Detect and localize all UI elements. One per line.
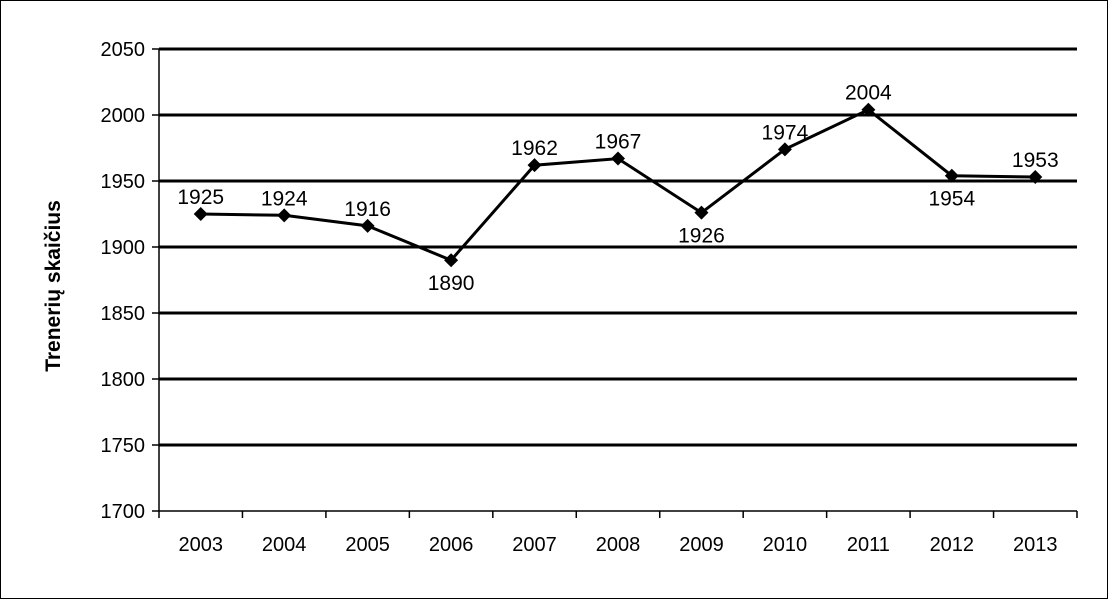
x-tick-label: 2007 [512,534,557,556]
x-tick-label: 2009 [679,534,724,556]
data-label: 2004 [845,82,892,105]
y-tick-label: 2000 [101,105,146,127]
data-markers [193,102,1043,268]
data-point-marker [611,151,625,166]
x-tick-label: 2013 [1013,534,1058,556]
x-tick-label: 2006 [429,534,474,556]
data-label: 1916 [344,198,391,221]
x-tick-labels: 2003 2004 2005 2006 2007 2008 2009 2010 2011 2012… [178,534,1057,556]
data-label: 1925 [177,186,224,209]
y-tick-labels: 1700 1750 1800 1850 1900 1950 2000 2050 [101,39,146,523]
y-tick-label: 1750 [101,435,146,457]
data-point-marker [944,168,959,183]
y-tick-label: 1950 [101,171,146,193]
x-tick-label: 2005 [345,534,390,556]
y-tick-label: 1850 [101,303,146,325]
y-tick-label: 1800 [101,369,146,391]
data-labels: 1925 1924 1916 1890 1962 1967 1926 1974 2004 1954… [177,82,1058,295]
axes [152,48,1078,518]
data-point-marker [1028,170,1043,185]
x-tick-label: 2011 [847,534,890,556]
data-label: 1924 [261,187,308,210]
gridlines [159,47,1077,447]
data-point-marker [193,207,208,221]
data-point-marker [527,158,542,173]
x-tick-label: 2003 [178,534,223,556]
y-tick-label: 1700 [101,501,146,523]
data-point-marker [444,253,459,268]
data-label: 1962 [511,137,558,160]
y-tick-label: 2050 [101,39,146,61]
data-point-marker [360,218,375,233]
x-tick-label: 2012 [930,534,975,556]
x-tick-label: 2004 [262,534,307,556]
x-tick-label: 2008 [596,534,641,556]
data-label: 1974 [762,121,809,144]
y-axis-title: Trenerių skaičius [42,200,65,372]
data-label: 1926 [678,225,725,248]
data-label: 1954 [928,188,975,211]
data-label: 1890 [428,272,475,295]
data-point-marker [861,102,876,117]
x-tick-label: 2010 [763,534,808,556]
data-label: 1953 [1012,149,1059,172]
data-point-marker [777,142,792,157]
data-point-marker [694,205,709,220]
y-tick-label: 1900 [101,237,146,259]
data-point-marker [277,208,292,223]
data-label: 1967 [595,131,642,154]
